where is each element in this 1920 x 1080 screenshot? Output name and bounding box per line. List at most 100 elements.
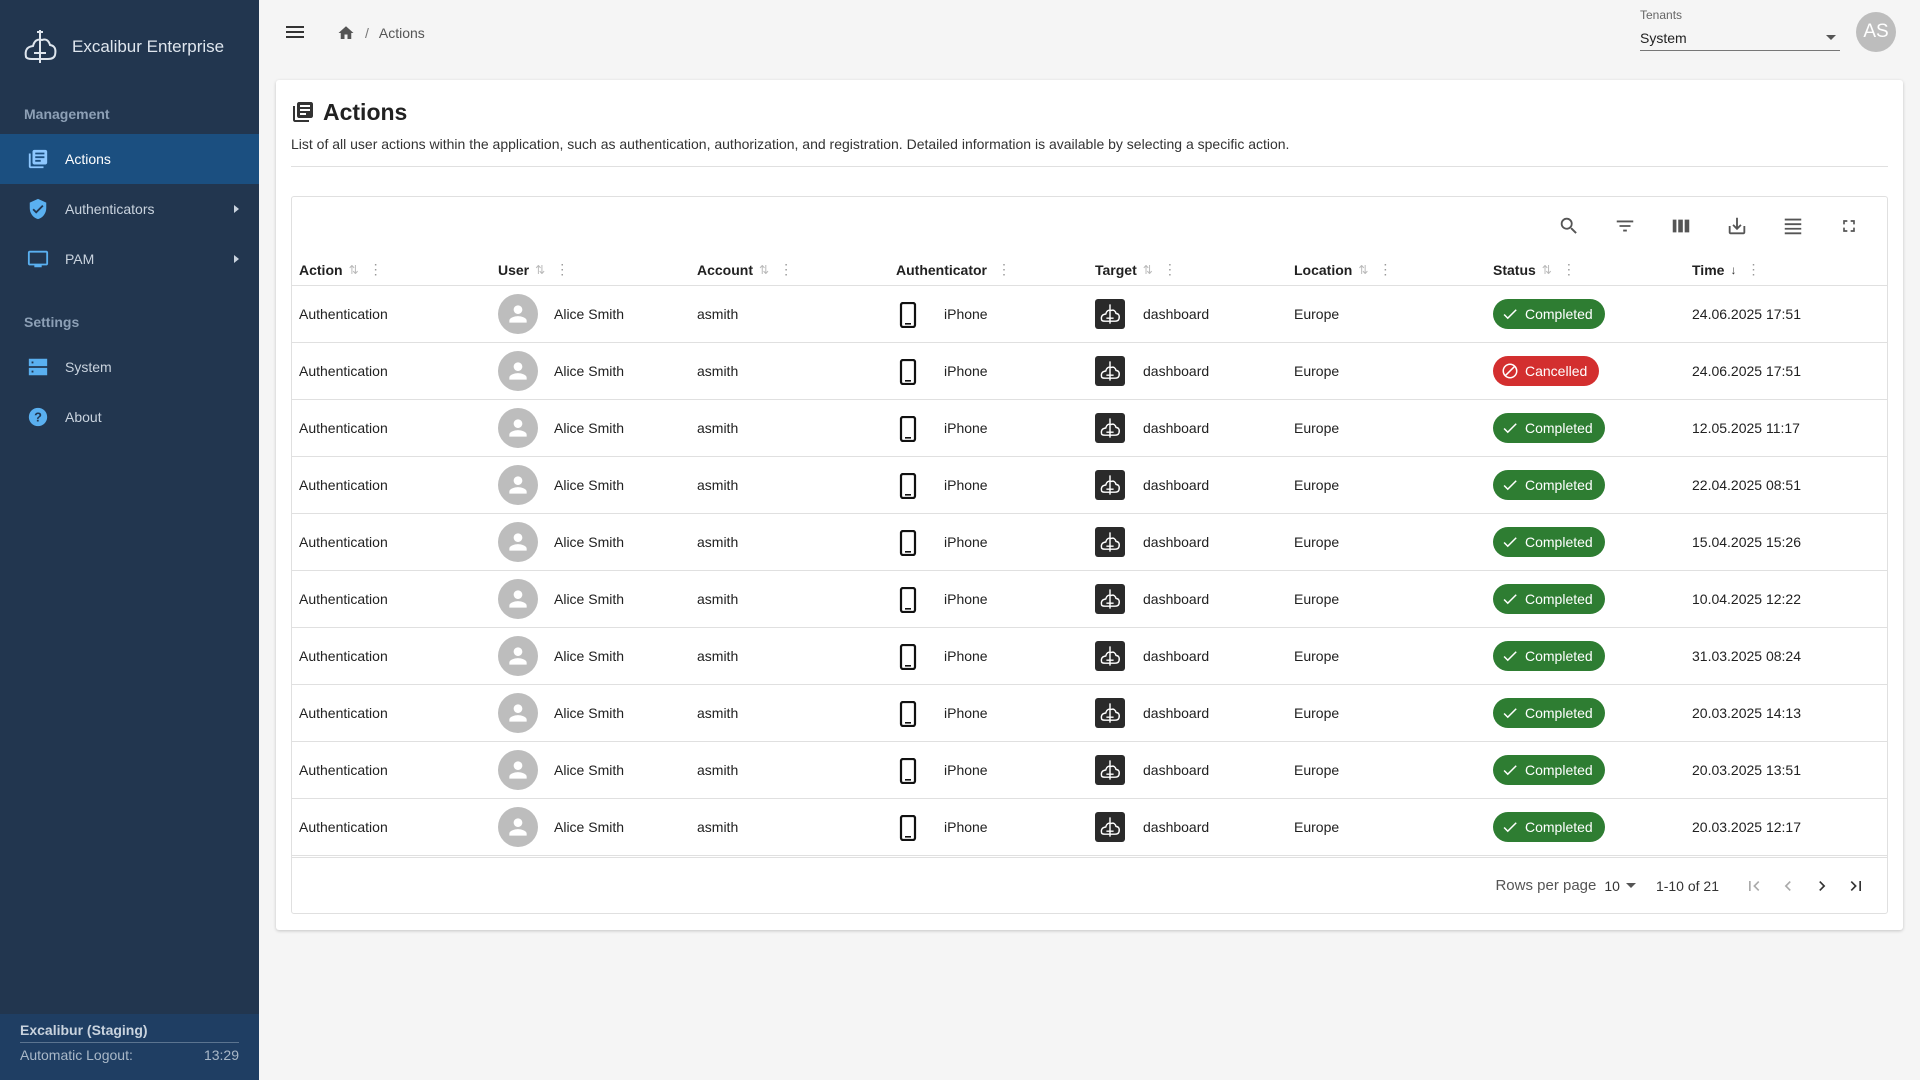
column-menu-icon[interactable]: ⋮ xyxy=(1561,261,1576,278)
sort-desc-icon[interactable]: ↓ xyxy=(1730,262,1737,277)
column-header-location[interactable]: Location ⇅ ⋮ xyxy=(1287,255,1486,286)
column-header-authenticator[interactable]: Authenticator ⋮ xyxy=(889,255,1088,286)
sidebar-item-label: PAM xyxy=(65,251,95,267)
sort-icon[interactable]: ⇅ xyxy=(535,262,546,277)
cell-target: dashboard xyxy=(1088,627,1287,685)
actions-table: Action ⇅ ⋮ User ⇅ ⋮ Account ⇅ ⋮ Authenticator ⋮ Tar… xyxy=(291,196,1888,914)
sidebar-item-system[interactable]: System xyxy=(0,342,259,392)
sort-icon[interactable]: ⇅ xyxy=(348,262,359,277)
sidebar-item-pam[interactable]: PAM xyxy=(0,234,259,284)
rows-per-page-select[interactable]: 10 xyxy=(1604,878,1636,894)
table-row[interactable]: Authentication Alice Smith asmith iPhone das… xyxy=(292,285,1887,343)
column-menu-icon[interactable]: ⋮ xyxy=(1746,261,1760,278)
column-menu-icon[interactable]: ⋮ xyxy=(1378,261,1392,278)
last-page-icon xyxy=(1850,880,1861,891)
status-badge: Completed xyxy=(1493,469,1605,500)
table-row[interactable]: Authentication Alice Smith asmith iPhone das… xyxy=(292,513,1887,571)
table-row[interactable]: Authentication Alice Smith asmith iPhone das… xyxy=(292,456,1887,514)
sidebar-item-actions[interactable]: Actions xyxy=(0,134,259,184)
menu-icon[interactable] xyxy=(283,20,307,44)
sidebar-item-label: System xyxy=(65,359,112,375)
filter-icon xyxy=(1616,220,1634,232)
logout-label: Automatic Logout: xyxy=(20,1047,133,1063)
columns-button[interactable] xyxy=(1653,206,1709,246)
tenant-value: System xyxy=(1640,29,1687,46)
sort-icon[interactable]: ⇅ xyxy=(759,262,770,277)
first-page-button[interactable] xyxy=(1737,869,1771,903)
smartphone-icon xyxy=(896,700,920,727)
cell-location: Europe xyxy=(1287,570,1486,628)
status-label: Completed xyxy=(1525,419,1593,436)
block-icon xyxy=(1502,363,1518,378)
cell-location: Europe xyxy=(1287,627,1486,685)
cell-target: dashboard xyxy=(1088,684,1287,742)
column-header-account[interactable]: Account ⇅ ⋮ xyxy=(690,255,889,286)
cell-user: Alice Smith xyxy=(491,456,690,514)
table-row[interactable]: Authentication Alice Smith asmith iPhone das… xyxy=(292,684,1887,742)
cell-location: Europe xyxy=(1287,399,1486,457)
sort-icon[interactable]: ⇅ xyxy=(1358,262,1369,277)
fullscreen-button[interactable] xyxy=(1821,206,1877,246)
user-name: Alice Smith xyxy=(554,533,625,550)
sidebar-footer: Excalibur (Staging) Automatic Logout: 13… xyxy=(0,1014,259,1080)
cell-status: Completed xyxy=(1486,798,1685,856)
tenant-dropdown[interactable]: System xyxy=(1640,25,1840,51)
cell-user: Alice Smith xyxy=(491,399,690,457)
table-row[interactable]: Authentication Alice Smith asmith iPhone das… xyxy=(292,798,1887,856)
table-row[interactable]: Authentication Alice Smith asmith iPhone das… xyxy=(292,342,1887,400)
column-menu-icon[interactable]: ⋮ xyxy=(555,261,569,278)
cell-action: Authentication xyxy=(292,798,491,856)
cell-target: dashboard xyxy=(1088,342,1287,400)
column-header-action[interactable]: Action ⇅ ⋮ xyxy=(292,255,491,286)
cell-authenticator: iPhone xyxy=(889,741,1088,799)
status-label: Completed xyxy=(1525,305,1593,322)
check-icon xyxy=(1503,422,1517,433)
table-row[interactable]: Authentication Alice Smith asmith iPhone das… xyxy=(292,741,1887,799)
home-icon[interactable] xyxy=(337,24,355,42)
column-header-time[interactable]: Time ↓ ⋮ xyxy=(1685,255,1887,286)
check-icon xyxy=(1503,764,1517,775)
cell-time: 24.06.2025 17:51 xyxy=(1685,285,1887,343)
table-toolbar xyxy=(292,197,1887,255)
chevron-down-icon xyxy=(1826,35,1836,40)
table-row[interactable]: Authentication Alice Smith asmith iPhone das… xyxy=(292,570,1887,628)
user-name: Alice Smith xyxy=(554,761,625,778)
previous-page-button[interactable] xyxy=(1771,869,1805,903)
column-header-user[interactable]: User ⇅ ⋮ xyxy=(491,255,690,286)
cell-account: asmith xyxy=(690,342,889,400)
column-menu-icon[interactable]: ⋮ xyxy=(1162,261,1177,278)
column-menu-icon[interactable]: ⋮ xyxy=(368,261,383,278)
sidebar-item-authenticators[interactable]: Authenticators xyxy=(0,184,259,234)
column-label: Target xyxy=(1095,261,1137,278)
next-page-button[interactable] xyxy=(1805,869,1839,903)
actions-icon xyxy=(26,147,50,171)
tenant-select[interactable]: Tenants System xyxy=(1640,8,1840,51)
table-row[interactable]: Authentication Alice Smith asmith iPhone das… xyxy=(292,627,1887,685)
column-menu-icon[interactable]: ⋮ xyxy=(997,261,1011,278)
sidebar: Excalibur Enterprise Management Actions … xyxy=(0,0,259,1080)
column-header-target[interactable]: Target ⇅ ⋮ xyxy=(1088,255,1287,286)
cell-account: asmith xyxy=(690,513,889,571)
table-row[interactable]: Authentication Alice Smith asmith iPhone das… xyxy=(292,399,1887,457)
column-header-status[interactable]: Status ⇅ ⋮ xyxy=(1486,255,1685,286)
chevron-left-icon xyxy=(1784,880,1791,891)
cell-status: Completed xyxy=(1486,684,1685,742)
search-button[interactable] xyxy=(1541,206,1597,246)
column-menu-icon[interactable]: ⋮ xyxy=(779,261,793,278)
density-button[interactable] xyxy=(1765,206,1821,246)
rows-per-page-label: Rows per page xyxy=(1495,877,1597,894)
user-avatar[interactable]: AS xyxy=(1856,12,1896,52)
sort-icon[interactable]: ⇅ xyxy=(1142,262,1153,277)
user-avatar-icon xyxy=(498,521,538,562)
status-badge: Completed xyxy=(1493,526,1605,557)
download-button[interactable] xyxy=(1709,206,1765,246)
status-badge: Completed xyxy=(1493,697,1605,728)
column-label: Authenticator xyxy=(896,261,987,278)
filter-button[interactable] xyxy=(1597,206,1653,246)
brand[interactable]: Excalibur Enterprise xyxy=(0,0,259,94)
authenticator-name: iPhone xyxy=(944,704,988,721)
sidebar-item-about[interactable]: ? About xyxy=(0,392,259,442)
last-page-button[interactable] xyxy=(1839,869,1873,903)
sort-icon[interactable]: ⇅ xyxy=(1541,262,1552,277)
status-label: Cancelled xyxy=(1525,362,1588,379)
